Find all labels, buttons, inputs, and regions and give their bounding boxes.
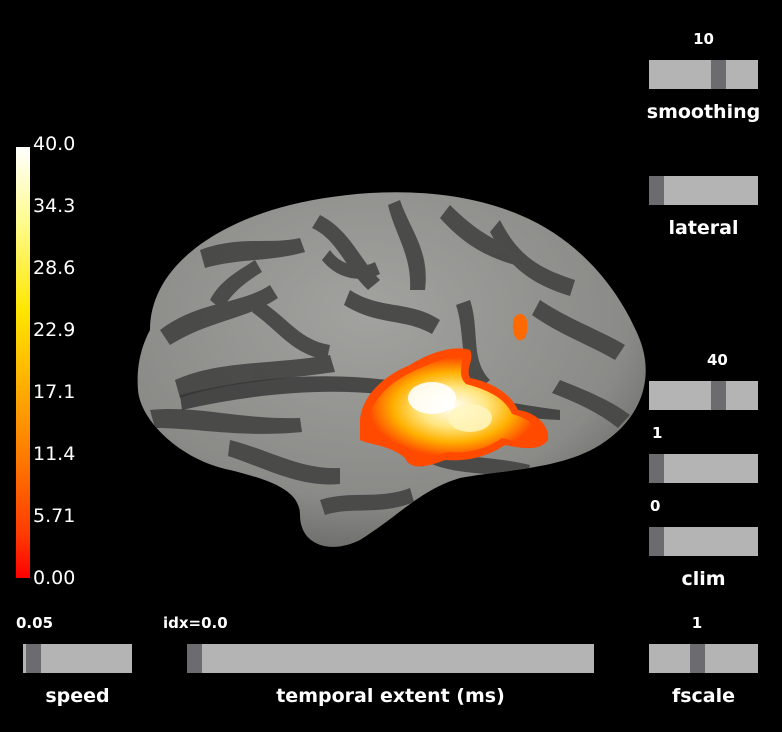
colorbar-tick: 11.4 (33, 443, 76, 465)
view-slider[interactable] (649, 176, 758, 205)
clim-mid-value: 1 (652, 424, 663, 442)
colorbar-tick: 22.9 (33, 319, 76, 341)
fscale-label: fscale (671, 685, 736, 707)
clim-min-slider[interactable] (649, 527, 758, 556)
clim-mid-slider-handle[interactable] (649, 454, 664, 483)
fscale-slider-handle[interactable] (690, 644, 705, 673)
view-label: lateral (668, 217, 739, 239)
speed-slider-handle[interactable] (26, 644, 41, 673)
temporal-extent-slider-handle[interactable] (187, 644, 202, 673)
colorbar-tick: 0.00 (33, 567, 76, 589)
smoothing-value: 10 (693, 30, 714, 48)
clim-mid-slider[interactable] (649, 454, 758, 483)
smoothing-slider-handle[interactable] (711, 60, 726, 89)
speed-label: speed (45, 685, 110, 707)
clim-min-value: 0 (650, 497, 661, 515)
colorbar-tick: 34.3 (33, 195, 76, 217)
clim-max-slider[interactable] (649, 381, 758, 410)
time-index-value: idx=0.0 (163, 614, 228, 632)
smoothing-label: smoothing (646, 101, 761, 123)
clim-max-value: 40 (707, 351, 728, 369)
colorbar-tick: 40.0 (33, 133, 76, 155)
temporal-extent-slider[interactable] (187, 644, 594, 673)
colorbar-tick: 28.6 (33, 257, 76, 279)
clim-max-slider-handle[interactable] (711, 381, 726, 410)
temporal-extent-label: temporal extent (ms) (276, 685, 505, 707)
clim-min-slider-handle[interactable] (649, 527, 664, 556)
speed-value: 0.05 (16, 614, 54, 632)
colorbar-tick: 17.1 (33, 381, 76, 403)
view-slider-handle[interactable] (649, 176, 664, 205)
speed-slider[interactable] (23, 644, 132, 673)
smoothing-slider[interactable] (649, 60, 758, 89)
fscale-slider[interactable] (649, 644, 758, 673)
fscale-value: 1 (691, 614, 703, 632)
clim-label: clim (681, 568, 726, 590)
colorbar (16, 147, 30, 578)
colorbar-tick: 5.71 (33, 505, 76, 527)
activation-cluster (360, 314, 549, 467)
